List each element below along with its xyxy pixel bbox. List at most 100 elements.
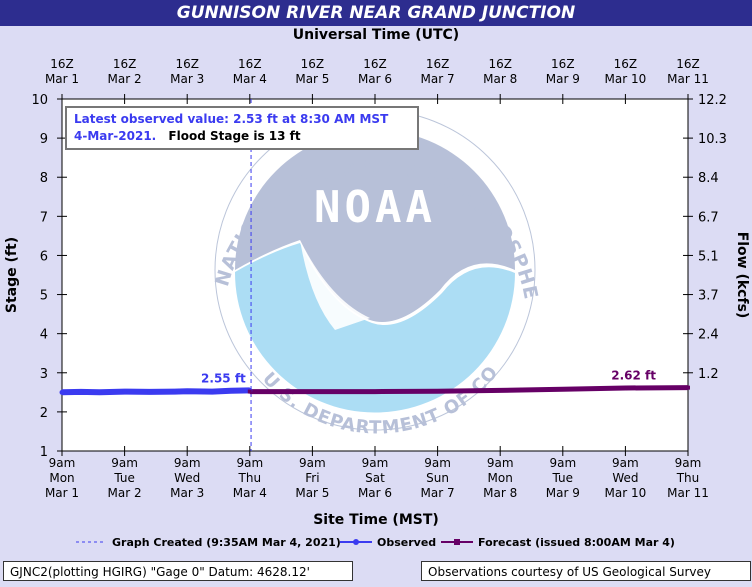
y-right-tick-label: 8.4 [698, 171, 719, 186]
series-layer [59, 385, 690, 396]
forecast-point [686, 385, 690, 390]
x-top-tick-time: 16Z [426, 57, 450, 71]
y-left-tick-label: 5 [40, 289, 48, 304]
x-top-tick-time: 16Z [113, 57, 137, 71]
observed-last-label: 2.55 ft [201, 371, 246, 385]
x-top-tick-time: 16Z [676, 57, 700, 71]
y-right-tick-label: 12.2 [698, 93, 727, 108]
info-line-1: Latest observed value: 2.53 ft at 8:30 A… [74, 112, 389, 126]
x-bottom-tick-date: Mar 2 [108, 486, 142, 500]
x-top-tick-date: Mar 3 [170, 72, 204, 86]
x-top-tick-date: Mar 8 [483, 72, 517, 86]
legend: Graph Created (9:35AM Mar 4, 2021) Obser… [76, 536, 675, 549]
y-left-tick-label: 9 [40, 132, 48, 147]
x-top-tick-time: 16Z [551, 57, 575, 71]
x-top-tick-date: Mar 1 [45, 72, 79, 86]
forecast-point [435, 389, 440, 394]
x-bottom-tick-day: Mon [488, 471, 513, 485]
info-date: 4-Mar-2021. [74, 129, 156, 143]
series-forecast-line [249, 385, 689, 395]
x-top-tick-time: 16Z [50, 57, 74, 71]
x-bottom-tick-time: 9am [424, 456, 451, 470]
x-bottom-tick-time: 9am [362, 456, 389, 470]
x-bottom-tick-date: Mar 3 [170, 486, 204, 500]
legend-forecast-label: Forecast (issued 8:00AM Mar 4) [478, 536, 675, 549]
x-bottom-tick-date: Mar 4 [233, 486, 267, 500]
y-left-tick-label: 6 [40, 249, 48, 264]
x-bottom-tick-time: 9am [612, 456, 639, 470]
noaa-logo-text: NOAA [314, 182, 436, 233]
observed-point [209, 389, 215, 395]
forecast-point [498, 388, 503, 393]
footer-credit: Observations courtesy of US Geological S… [421, 561, 751, 581]
title-bar: GUNNISON RIVER NEAR GRAND JUNCTION [0, 0, 752, 26]
forecast-point [247, 389, 252, 394]
y-right-tick-label: 1.2 [698, 367, 719, 382]
y-left-tick-label: 3 [40, 367, 48, 382]
x-top-tick-date: Mar 5 [295, 72, 329, 86]
x-bottom-tick-day: Tue [113, 471, 135, 485]
chart-title: GUNNISON RIVER NEAR GRAND JUNCTION [176, 3, 576, 23]
bottom-axis-title: Site Time (MST) [313, 512, 439, 528]
x-top-tick-time: 16Z [238, 57, 262, 71]
x-top-tick-date: Mar 7 [421, 72, 455, 86]
observed-point [147, 389, 153, 395]
series-observed-line [61, 387, 250, 396]
info-box: Latest observed value: 2.53 ft at 8:30 A… [65, 106, 419, 150]
observed-point [59, 389, 65, 395]
x-bottom-tick-date: Mar 10 [605, 486, 647, 500]
x-top-tick-time: 16Z [301, 57, 325, 71]
x-bottom-tick-date: Mar 8 [483, 486, 517, 500]
x-bottom-tick-time: 9am [111, 456, 138, 470]
x-top-tick-date: Mar 2 [108, 72, 142, 86]
x-bottom-tick-time: 9am [236, 456, 263, 470]
x-top-tick-time: 16Z [488, 57, 512, 71]
x-bottom-tick-day: Mon [49, 471, 74, 485]
y-left-tick-label: 2 [40, 406, 48, 421]
x-bottom-tick-day: Tue [552, 471, 574, 485]
y-left-tick-label: 10 [31, 93, 48, 108]
x-bottom-tick-day: Fri [305, 471, 319, 485]
legend-created-label: Graph Created (9:35AM Mar 4, 2021) [112, 536, 341, 549]
axes-layer: 1 2 3 4 5 6 7 8 9 10 12.2 10.3 8.4 6.7 5.1 3.7 2.4 1.2 9am… [31, 57, 727, 500]
x-top-tick-time: 16Z [363, 57, 387, 71]
observed-point [184, 388, 190, 394]
legend-observed-label: Observed [377, 536, 436, 549]
observed-point [97, 389, 103, 395]
legend-observed-marker [353, 539, 359, 545]
x-bottom-tick-day: Wed [174, 471, 200, 485]
x-top-tick-date: Mar 6 [358, 72, 392, 86]
footer-datum: GJNC2(plotting HGIRG) "Gage 0" Datum: 46… [3, 561, 353, 581]
x-bottom-tick-time: 9am [549, 456, 576, 470]
observed-point [78, 389, 84, 395]
info-flood-stage: Flood Stage is 13 ft [168, 129, 300, 143]
observed-point [228, 388, 234, 394]
x-bottom-tick-date: Mar 7 [421, 486, 455, 500]
x-top-tick-date: Mar 9 [546, 72, 580, 86]
observed-point [172, 389, 178, 395]
x-top-tick-time: 16Z [614, 57, 638, 71]
x-bottom-tick-day: Sun [426, 471, 449, 485]
x-bottom-tick-day: Thu [238, 471, 262, 485]
y-right-tick-label: 5.1 [698, 249, 719, 264]
x-bottom-tick-day: Wed [612, 471, 638, 485]
forecast-point [373, 389, 377, 394]
y-left-tick-label: 7 [40, 210, 48, 225]
x-top-tick-date: Mar 11 [667, 72, 709, 86]
forecast-last-label: 2.62 ft [611, 369, 656, 383]
x-bottom-tick-time: 9am [174, 456, 201, 470]
annotation-layer: 2.55 ft 2.62 ft [201, 369, 656, 386]
x-bottom-tick-day: Sat [365, 471, 385, 485]
y-right-tick-label: 2.4 [698, 328, 719, 343]
x-bottom-tick-time: 9am [299, 456, 326, 470]
x-top-tick-time: 16Z [175, 57, 199, 71]
y-left-tick-label: 4 [40, 328, 48, 343]
y-right-tick-label: 6.7 [698, 210, 719, 225]
x-bottom-tick-date: Mar 11 [667, 486, 709, 500]
y-right-tick-label: 10.3 [698, 132, 727, 147]
x-bottom-tick-date: Mar 6 [358, 486, 392, 500]
left-axis-title: Stage (ft) [4, 237, 20, 313]
forecast-point [623, 386, 628, 391]
x-bottom-tick-time: 9am [49, 456, 76, 470]
